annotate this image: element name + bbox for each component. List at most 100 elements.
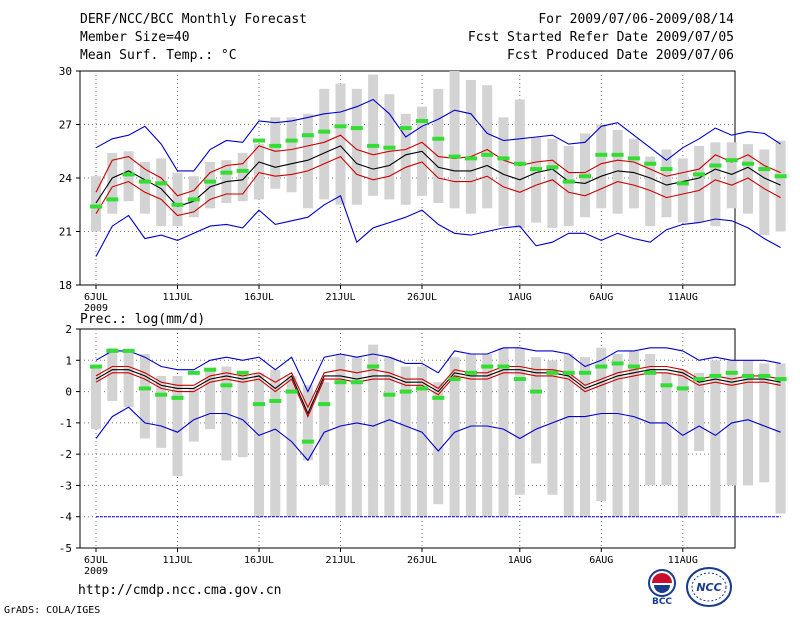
median-marker <box>367 143 380 148</box>
median-marker <box>513 161 526 166</box>
median-marker <box>350 126 363 131</box>
spread-box <box>139 161 150 214</box>
median-marker <box>448 377 461 382</box>
spread-box <box>351 88 362 205</box>
median-marker <box>546 370 559 375</box>
series-min-line <box>95 195 781 257</box>
median-marker <box>432 136 445 141</box>
median-marker <box>416 386 428 391</box>
forecast-period: For 2009/07/06-2009/08/14 <box>538 12 734 27</box>
spread-box <box>759 363 770 483</box>
temperature-panel: 18 21 24 27 30 6JUL 11JUL 16JUL 21JUL 26JUL 1AUG 6A… <box>59 65 787 314</box>
series-lower-line <box>95 372 781 418</box>
median-marker <box>627 364 640 369</box>
spread-box <box>759 149 770 236</box>
median-marker <box>497 156 510 161</box>
median-marker <box>122 172 135 177</box>
svg-text:NCC: NCC <box>696 581 721 594</box>
spread-box <box>482 85 493 209</box>
spread-box <box>237 153 248 202</box>
series-mean-line <box>95 145 781 208</box>
spread-box <box>123 350 134 408</box>
spread-box <box>286 117 297 193</box>
median-marker <box>350 380 363 385</box>
median-marker <box>579 370 591 375</box>
median-marker <box>758 167 771 172</box>
spread-box <box>465 79 476 214</box>
spread-box <box>449 71 460 209</box>
spread-box <box>237 375 248 458</box>
series-max-line <box>95 347 781 393</box>
median-marker <box>318 129 331 134</box>
median-marker <box>644 161 657 166</box>
median-marker <box>709 163 722 168</box>
spread-box <box>498 347 509 517</box>
median-marker <box>269 143 282 148</box>
median-marker <box>742 161 754 166</box>
x-tick-label: 1AUG <box>508 555 532 566</box>
x-tick-label: 11AUG <box>668 555 698 566</box>
spread-box <box>400 366 411 517</box>
spread-box <box>531 136 542 223</box>
median-marker <box>513 377 526 382</box>
median-marker <box>318 402 331 407</box>
spread-box <box>335 83 346 205</box>
x-tick-label: 16JUL <box>244 292 274 303</box>
spread-box <box>726 142 737 209</box>
median-marker <box>774 174 787 179</box>
source-url[interactable]: http://cmdp.ncc.cma.gov.cn <box>78 583 282 598</box>
spread-box <box>270 117 281 189</box>
spread-box <box>449 357 460 517</box>
series-min-line <box>95 406 781 462</box>
grads-credit: GrADS: COLA/IGES <box>4 605 101 616</box>
spread-box <box>384 357 395 517</box>
spread-box <box>743 144 753 214</box>
median-marker <box>399 126 412 131</box>
spread-box <box>433 88 444 203</box>
spread-box <box>580 357 590 517</box>
median-marker <box>432 395 445 400</box>
median-marker <box>562 370 575 375</box>
median-marker <box>676 386 689 391</box>
spread-box <box>254 144 264 200</box>
median-marker <box>236 168 249 173</box>
x-tick-label: 1AUG <box>508 292 532 303</box>
spread-box <box>710 142 721 227</box>
spread-box <box>107 153 118 214</box>
spread-box <box>205 161 216 209</box>
median-marker <box>693 172 706 177</box>
spread-box <box>645 354 656 486</box>
spread-box <box>612 129 623 214</box>
median-marker <box>693 377 706 382</box>
spread-box <box>498 117 509 227</box>
spread-box <box>677 158 688 223</box>
x-tick-label: 6JUL <box>84 555 108 566</box>
precip-title: Prec.: log(mm/d) <box>80 312 205 327</box>
median-marker <box>171 395 184 400</box>
median-marker <box>774 377 787 382</box>
spread-box <box>270 369 281 517</box>
median-marker <box>611 361 624 366</box>
median-marker <box>481 364 494 369</box>
median-marker <box>676 181 689 186</box>
median-marker <box>530 167 543 172</box>
x-tick-label: 11AUG <box>668 292 698 303</box>
median-marker <box>562 179 575 184</box>
spread-box <box>433 382 444 505</box>
median-marker <box>399 389 412 394</box>
x-tick-label: 26JUL <box>407 555 437 566</box>
spread-box <box>694 372 705 452</box>
spread-box <box>531 357 542 464</box>
median-marker <box>660 383 673 388</box>
spread-box <box>91 176 101 232</box>
median-marker <box>464 156 477 161</box>
svg-text:BCC: BCC <box>652 597 672 606</box>
x-tick-label: 11JUL <box>162 555 192 566</box>
y-tick-label: 2 <box>65 323 72 336</box>
spread-box <box>547 138 558 228</box>
spread-box <box>694 145 705 223</box>
spread-box <box>172 172 183 227</box>
median-marker <box>90 204 102 209</box>
